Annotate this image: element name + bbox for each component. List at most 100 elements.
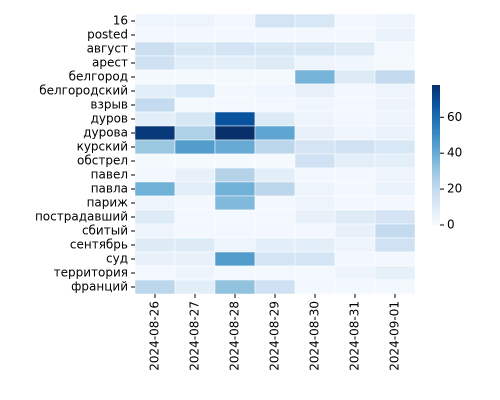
colorbar: [432, 85, 440, 225]
heatmap-cell: [374, 27, 416, 43]
y-tick-label: 16: [113, 14, 128, 28]
heatmap-cell: [134, 55, 176, 71]
heatmap-cell: [134, 13, 176, 29]
heatmap-cell: [334, 111, 376, 127]
heatmap-cell: [214, 153, 256, 169]
x-tick-label: 2024-08-26: [148, 301, 162, 371]
heatmap-cell: [134, 195, 176, 211]
colorbar-tick-label: 0: [447, 218, 455, 232]
heatmap-cell: [134, 167, 176, 183]
heatmap-cell: [214, 167, 256, 183]
heatmap-cell: [374, 41, 416, 57]
heatmap-cell: [294, 139, 336, 155]
heatmap-cell: [254, 251, 296, 267]
heatmap-cell: [214, 195, 256, 211]
heatmap-cell: [334, 125, 376, 141]
heatmap-cell: [254, 69, 296, 85]
heatmap-cell: [294, 13, 336, 29]
heatmap-cell: [174, 27, 216, 43]
heatmap-cell: [374, 125, 416, 141]
heatmap-cell: [134, 125, 176, 141]
heatmap-cell: [174, 111, 216, 127]
heatmap-cell: [334, 237, 376, 253]
heatmap-cell: [374, 153, 416, 169]
heatmap-cell: [254, 125, 296, 141]
heatmap-cell: [254, 111, 296, 127]
heatmap-cell: [294, 55, 336, 71]
heatmap-cell: [214, 139, 256, 155]
y-tick-label: сентябрь: [70, 238, 128, 252]
heatmap-cell: [254, 97, 296, 113]
heatmap-cell: [374, 83, 416, 99]
heatmap-cell: [214, 279, 256, 295]
colorbar-tick-label: 60: [447, 110, 462, 124]
heatmap-cell: [134, 265, 176, 281]
heatmap-cell: [214, 83, 256, 99]
y-tick-label: территория: [54, 266, 128, 280]
heatmap-cell: [174, 83, 216, 99]
y-tick-label: взрыв: [90, 98, 128, 112]
heatmap-cell: [254, 265, 296, 281]
heatmap-cell: [254, 195, 296, 211]
y-tick-label: франций: [71, 280, 128, 294]
heatmap-cell: [254, 83, 296, 99]
heatmap-cell: [334, 153, 376, 169]
heatmap-cell: [254, 237, 296, 253]
heatmap-cell: [214, 111, 256, 127]
heatmap-cell: [294, 27, 336, 43]
y-tick-label: арест: [92, 56, 128, 70]
heatmap-cell: [174, 13, 216, 29]
heatmap-cell: [294, 153, 336, 169]
heatmap-cell: [134, 97, 176, 113]
heatmap-cell: [294, 125, 336, 141]
heatmap-cell: [374, 209, 416, 225]
heatmap-cell: [294, 279, 336, 295]
heatmap-cell: [254, 27, 296, 43]
heatmap-cell: [214, 27, 256, 43]
heatmap-cell: [374, 111, 416, 127]
heatmap-cell: [334, 97, 376, 113]
heatmap-cell: [294, 97, 336, 113]
heatmap-cell: [294, 167, 336, 183]
heatmap-cell: [294, 265, 336, 281]
heatmap-cell: [254, 209, 296, 225]
heatmap-cell: [214, 125, 256, 141]
y-tick-label: дурова: [83, 126, 128, 140]
heatmap-cell: [334, 209, 376, 225]
heatmap-cell: [134, 153, 176, 169]
heatmap-cell: [294, 237, 336, 253]
heatmap-cell: [374, 55, 416, 71]
heatmap-cell: [214, 97, 256, 113]
heatmap-cell: [214, 55, 256, 71]
y-tick-label: обстрел: [77, 154, 128, 168]
heatmap-cell: [334, 27, 376, 43]
heatmap-cell: [334, 279, 376, 295]
heatmap-cell: [134, 279, 176, 295]
heatmap-cell: [334, 41, 376, 57]
heatmap-cell: [374, 181, 416, 197]
heatmap-cell: [294, 209, 336, 225]
heatmap-cell: [294, 41, 336, 57]
heatmap-cell: [374, 237, 416, 253]
heatmap-cell: [334, 55, 376, 71]
heatmap-cell: [374, 69, 416, 85]
y-tick-label: павел: [91, 168, 128, 182]
heatmap-cell: [334, 195, 376, 211]
heatmap-cell: [294, 111, 336, 127]
heatmap-cell: [174, 139, 216, 155]
x-tick-label: 2024-09-01: [388, 301, 402, 371]
heatmap-cell: [294, 251, 336, 267]
heatmap-cell: [254, 181, 296, 197]
heatmap-cell: [174, 125, 216, 141]
heatmap-cell: [214, 13, 256, 29]
heatmap-cell: [334, 83, 376, 99]
heatmap-cell: [214, 181, 256, 197]
heatmap-cell: [214, 223, 256, 239]
colorbar-tick-label: 20: [447, 182, 462, 196]
heatmap-cell: [374, 265, 416, 281]
y-tick-label: курский: [77, 140, 128, 154]
heatmap-cell: [214, 69, 256, 85]
colorbar-tick-label: 40: [447, 146, 462, 160]
x-tick-label: 2024-08-28: [228, 301, 242, 371]
heatmap-cell: [294, 69, 336, 85]
